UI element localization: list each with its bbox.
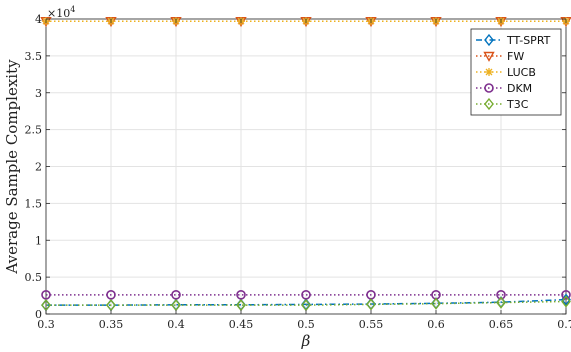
x-tick-label: 0.6: [427, 318, 445, 331]
axis-ticks: 0.3 0.35 0.4 0.45 0.5 0.55 0.6 0.65 0.7 0 0.5 1 1.5 2…: [25, 13, 571, 331]
legend: TT-SPRT FW LUCB DKM T3C: [470, 28, 562, 116]
legend-label: DKM: [507, 82, 532, 95]
data-point: [496, 290, 506, 300]
series-line: [46, 300, 567, 306]
legend-marker: [484, 33, 494, 47]
legend-box: [470, 28, 562, 116]
data-point: [41, 290, 51, 300]
y-tick-label: 4: [35, 13, 42, 26]
y-tick-label: 3: [35, 87, 42, 100]
data-point: [366, 298, 376, 311]
legend-label: LUCB: [507, 66, 536, 79]
legend-item: TT-SPRT: [476, 33, 551, 47]
x-axis-label: β: [301, 332, 311, 350]
y-tick-label: 1.5: [25, 197, 43, 210]
y-tick-label: 3.5: [25, 50, 43, 63]
legend-item: T3C: [476, 97, 529, 111]
y-tick-label: 1: [35, 234, 42, 247]
data-point: [431, 297, 441, 310]
y-tick-label: 2.5: [25, 124, 43, 137]
legend-marker: [484, 83, 494, 93]
x-tick-label: 0.65: [489, 318, 514, 331]
y-tick-label: 2: [35, 161, 42, 174]
legend-item: FW: [476, 50, 524, 63]
legend-marker: [484, 97, 494, 111]
x-tick-label: 0.4: [167, 318, 185, 331]
data-point: [561, 295, 571, 308]
data-point: [236, 290, 246, 300]
data-point: [171, 290, 181, 300]
legend-label: TT-SPRT: [506, 34, 551, 47]
data-point: [496, 296, 506, 309]
x-tick-label: 0.55: [359, 318, 384, 331]
y-axis-exponent: ×104: [47, 5, 75, 20]
x-tick-label: 0.45: [229, 318, 254, 331]
x-tick-label: 0.3: [37, 318, 55, 331]
legend-label: T3C: [506, 98, 529, 111]
series-dkm: [41, 290, 571, 300]
x-tick-label: 0.35: [99, 318, 124, 331]
x-tick-label: 0.5: [297, 318, 315, 331]
legend-marker: [485, 68, 493, 76]
x-tick-label: 0.7: [557, 318, 571, 331]
legend-marker: [483, 51, 495, 62]
legend-item: DKM: [476, 82, 532, 95]
y-tick-label: 0.5: [25, 271, 43, 284]
y-tick-label: 0: [35, 308, 42, 321]
data-point: [106, 290, 116, 300]
data-point: [561, 290, 571, 300]
legend-label: FW: [507, 50, 524, 63]
y-axis-label: Average Sample Complexity: [3, 59, 21, 275]
legend-item: LUCB: [476, 66, 536, 79]
data-point: [301, 290, 311, 300]
